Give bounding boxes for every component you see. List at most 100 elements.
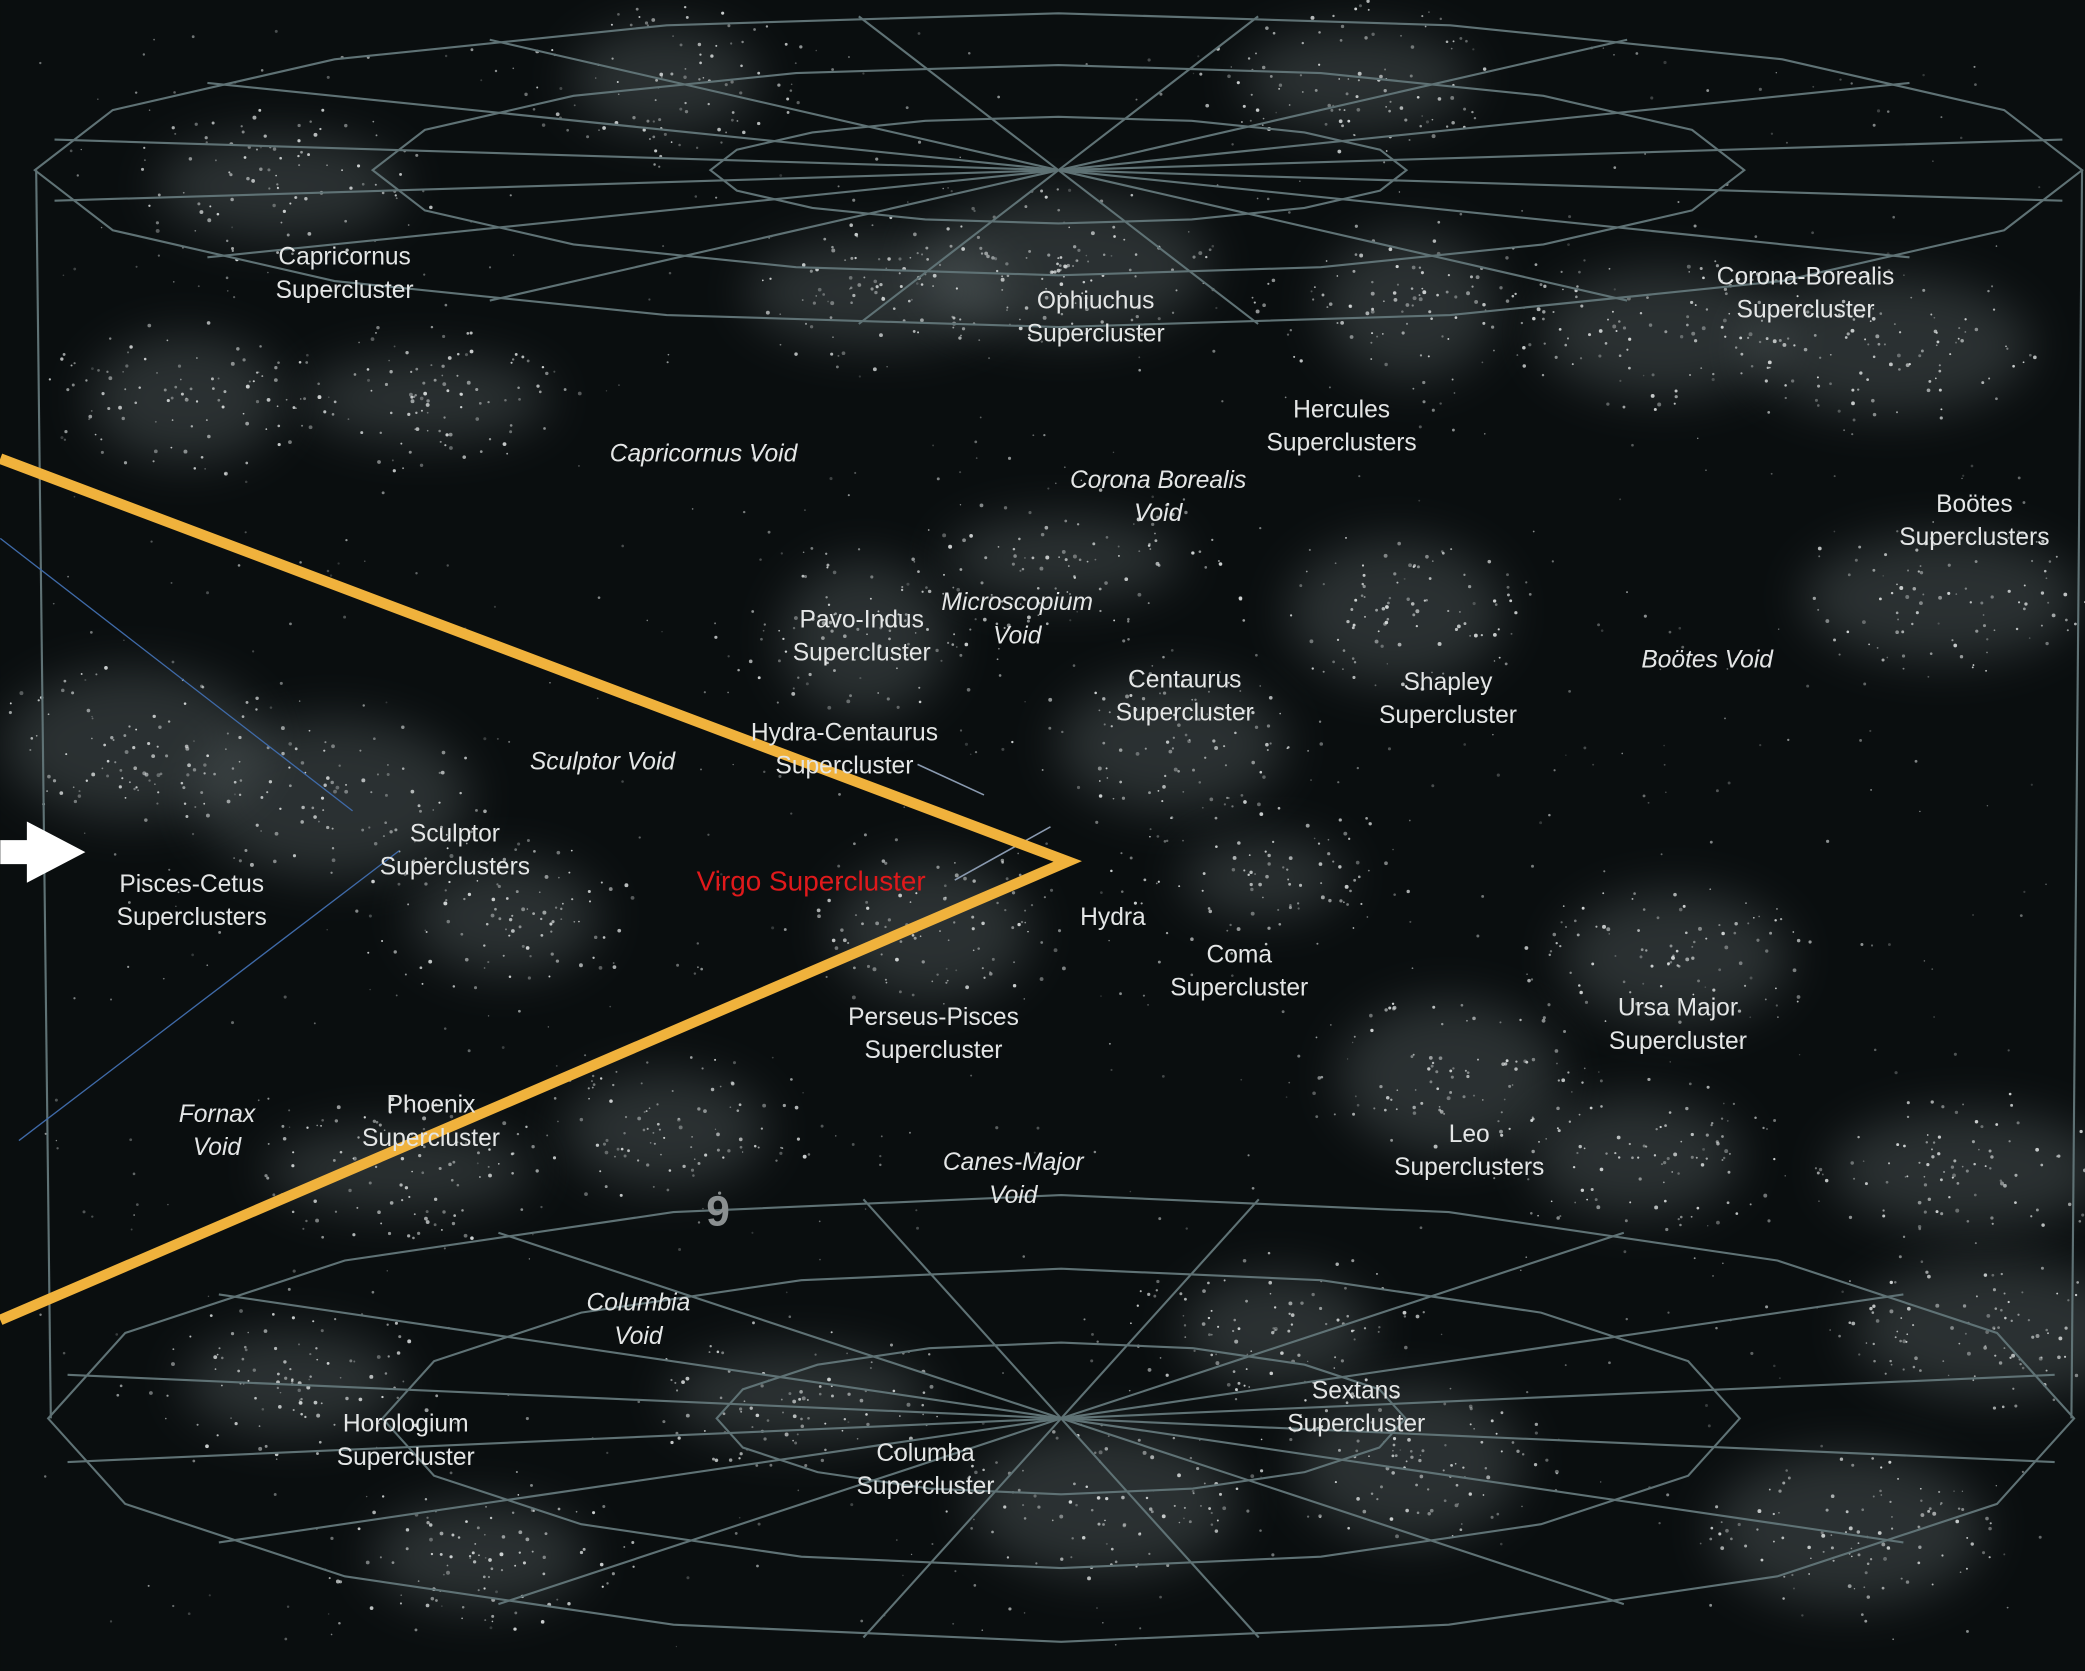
- galaxy: [504, 399, 507, 402]
- galaxy: [1350, 1392, 1354, 1396]
- galaxy: [1068, 188, 1072, 192]
- galaxy: [172, 1604, 175, 1608]
- galaxy: [1696, 1206, 1700, 1210]
- galaxy: [1851, 433, 1854, 436]
- galaxy: [917, 140, 922, 144]
- galaxy: [484, 1619, 487, 1622]
- galaxy: [449, 446, 453, 450]
- galaxy: [268, 780, 273, 784]
- galaxy: [2017, 530, 2020, 533]
- galaxy: [274, 1346, 278, 1351]
- galaxy: [1395, 1108, 1398, 1111]
- galaxy: [1277, 908, 1280, 912]
- galaxy: [242, 412, 245, 415]
- galaxy: [426, 1520, 430, 1525]
- galaxy: [898, 272, 901, 275]
- galaxy: [1395, 1534, 1399, 1539]
- galaxy: [1897, 1477, 1900, 1480]
- galaxy: [1262, 896, 1264, 899]
- galaxy: [446, 847, 449, 850]
- galaxy: [424, 1498, 428, 1501]
- galaxy: [323, 783, 327, 787]
- galaxy: [1880, 1494, 1883, 1496]
- galaxy: [453, 1214, 456, 1217]
- galaxy: [801, 263, 806, 267]
- galaxy: [1605, 1152, 1608, 1155]
- galaxy: [1653, 1154, 1657, 1157]
- galaxy: [335, 785, 340, 790]
- galaxy: [1692, 993, 1695, 996]
- galaxy: [1396, 283, 1400, 286]
- galaxy: [225, 239, 229, 243]
- galaxy: [1558, 328, 1562, 331]
- galaxy: [761, 279, 764, 282]
- galaxy: [1410, 287, 1414, 290]
- galaxy: [1481, 685, 1485, 689]
- galaxy: [1346, 1314, 1349, 1318]
- galaxy: [412, 395, 416, 398]
- galaxy: [1335, 1262, 1339, 1266]
- galaxy: [920, 318, 924, 323]
- galaxy: [760, 1127, 763, 1130]
- galaxy: [531, 1233, 534, 1236]
- galaxy: [996, 658, 999, 661]
- galaxy: [388, 1110, 392, 1114]
- galaxy: [1026, 619, 1030, 623]
- galaxy: [1606, 927, 1611, 932]
- galaxy: [995, 1461, 998, 1464]
- galaxy: [2045, 1369, 2048, 1372]
- galaxy: [1983, 1273, 1988, 1277]
- galaxy: [1068, 226, 1071, 229]
- galaxy: [1616, 1135, 1621, 1140]
- galaxy: [407, 224, 410, 226]
- galaxy: [1677, 1172, 1680, 1175]
- galaxy: [1663, 763, 1666, 766]
- haze: [1830, 1110, 2085, 1230]
- galaxy: [703, 1109, 707, 1113]
- galaxy: [207, 218, 212, 223]
- galaxy: [502, 857, 507, 862]
- galaxy: [751, 1231, 754, 1234]
- galaxy: [1671, 1171, 1674, 1173]
- galaxy: [297, 123, 301, 128]
- galaxy: [1706, 1085, 1710, 1089]
- galaxy: [1238, 596, 1243, 601]
- galaxy: [148, 779, 151, 782]
- galaxy: [1841, 1290, 1844, 1293]
- galaxy: [1567, 1071, 1570, 1074]
- galaxy: [478, 1554, 480, 1557]
- galaxy: [1357, 79, 1360, 82]
- galaxy: [1391, 1006, 1396, 1011]
- galaxy: [594, 77, 597, 79]
- galaxy: [1212, 739, 1216, 743]
- galaxy: [422, 1116, 427, 1121]
- region-label: Boötes Void: [1641, 646, 1774, 673]
- galaxy: [1565, 925, 1567, 928]
- galaxy: [304, 771, 307, 774]
- galaxy: [1724, 1149, 1729, 1154]
- galaxy: [64, 430, 68, 434]
- galaxy: [807, 1416, 810, 1420]
- galaxy: [462, 1099, 466, 1102]
- galaxy: [1063, 466, 1066, 469]
- galaxy: [1959, 655, 1964, 659]
- galaxy: [19, 691, 24, 696]
- galaxy: [777, 659, 781, 663]
- galaxy: [960, 225, 963, 228]
- galaxy: [1130, 193, 1134, 197]
- galaxy: [529, 955, 532, 958]
- galaxy: [124, 750, 129, 754]
- galaxy: [1198, 550, 1202, 553]
- galaxy: [407, 1234, 411, 1238]
- galaxy: [1185, 1227, 1188, 1230]
- galaxy: [913, 936, 917, 940]
- galaxy: [1333, 1113, 1336, 1116]
- galaxy: [2000, 1181, 2005, 1186]
- galaxy: [1399, 1449, 1402, 1451]
- galaxy: [1367, 869, 1370, 872]
- galaxy: [1622, 405, 1626, 409]
- galaxy: [1617, 1156, 1621, 1159]
- galaxy: [1779, 917, 1783, 921]
- galaxy: [316, 1358, 319, 1361]
- grid-ring: [708, 115, 1409, 225]
